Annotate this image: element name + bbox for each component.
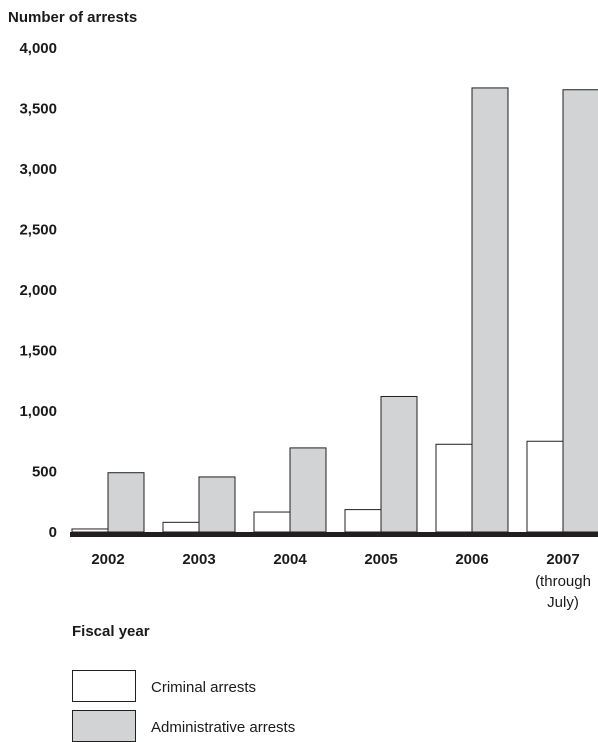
- x-tick-sublabel: (through: [535, 573, 591, 590]
- bar-criminal-2006: [435, 443, 473, 533]
- legend-swatch-criminal: [72, 670, 136, 702]
- y-axis-ticks: 0 500 1,000 1,500 2,000 2,500 3,000 3,500 4,000: [19, 40, 57, 541]
- x-axis-title: Fiscal year: [72, 623, 150, 640]
- y-tick-label: 1,000: [19, 403, 57, 420]
- x-tick-label: 2007: [546, 551, 579, 568]
- bar-administrative-2004: [289, 447, 327, 533]
- x-axis-ticks: 2002 2003 2004 2005 2006 2007 (through July): [91, 551, 591, 611]
- y-tick-label: 2,000: [19, 282, 57, 299]
- y-tick-label: 2,500: [19, 222, 57, 239]
- x-tick-label: 2002: [91, 551, 124, 568]
- bar-criminal-2004: [253, 511, 291, 533]
- bar-series: [71, 87, 598, 533]
- x-tick-label: 2006: [455, 551, 488, 568]
- x-axis-baseline: [70, 532, 598, 537]
- bar-criminal-2002: [71, 528, 109, 533]
- bar-criminal-2003: [162, 521, 200, 533]
- bar-administrative-2002: [107, 472, 145, 533]
- legend-swatch-administrative: [72, 710, 136, 742]
- legend-label-criminal: Criminal arrests: [151, 679, 257, 696]
- y-tick-label: 0: [49, 524, 57, 541]
- x-tick-label: 2004: [273, 551, 307, 568]
- y-tick-label: 500: [32, 464, 57, 481]
- bar-administrative-2007: [562, 89, 598, 533]
- bar-administrative-2006: [471, 87, 509, 533]
- y-tick-label: 1,500: [19, 343, 57, 360]
- legend-label-administrative: Administrative arrests: [151, 719, 296, 736]
- bar-administrative-2003: [198, 476, 236, 533]
- bar-criminal-2005: [344, 509, 382, 533]
- x-tick-label: 2005: [364, 551, 397, 568]
- x-tick-sublabel: July): [547, 594, 579, 611]
- y-tick-label: 4,000: [19, 40, 57, 57]
- bar-criminal-2007: [526, 440, 564, 533]
- y-tick-label: 3,500: [19, 101, 57, 118]
- x-tick-label: 2003: [182, 551, 215, 568]
- y-tick-label: 3,000: [19, 161, 57, 178]
- y-axis-title: Number of arrests: [8, 9, 137, 26]
- bar-administrative-2005: [380, 395, 418, 533]
